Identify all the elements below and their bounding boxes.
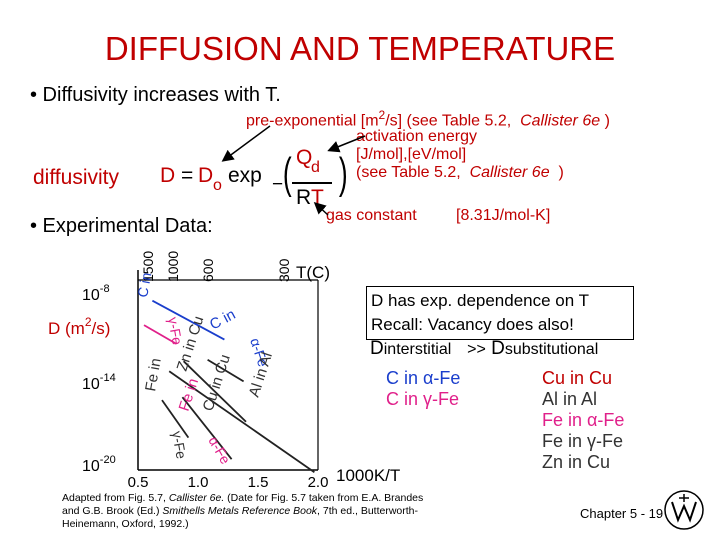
preexp-arrow: [221, 125, 271, 162]
eq-Q-subscript: d: [311, 159, 320, 176]
line-label: γ-Fe: [165, 316, 186, 347]
legend-item: Cu in Cu: [542, 368, 613, 388]
figure-caption: Adapted from Fig. 5.7, Callister 6e. (Da…: [62, 492, 424, 530]
interstitial-subscript: interstitial: [383, 341, 452, 358]
series-line: [161, 399, 190, 439]
x-tick-label: 1.0: [188, 474, 209, 491]
x-tick-label: 2.0: [308, 474, 329, 491]
line-label: Fe in: [176, 376, 202, 413]
eq-D0-subscript: o: [213, 177, 222, 194]
activation-line2: [J/mol],[eV/mol]: [356, 146, 467, 163]
series-line: [182, 360, 247, 423]
line-label: Al in Al: [246, 350, 276, 399]
bullet-experimental: • Experimental Data:: [30, 215, 213, 237]
legend-item: Fe in α-Fe: [542, 410, 625, 430]
legend-interstitial: C in α-Fe C in γ-Fe: [386, 368, 460, 410]
series-line: [143, 324, 177, 345]
activation-line3: (see Table 5.2, Callister 6e ): [356, 164, 564, 181]
preexp-text-a: pre-exponential [m: [246, 112, 379, 130]
preexp-superscript: 2: [378, 108, 386, 122]
substitutional-subscript: substitutional: [504, 341, 599, 358]
series-line: [181, 396, 233, 460]
series-layer: [143, 299, 315, 473]
line-label: Fe in: [142, 357, 165, 393]
series-line: [151, 299, 225, 341]
legend-item: Zn in Cu: [542, 452, 611, 472]
slide-title: DIFFUSION AND TEMPERATURE: [104, 30, 616, 67]
diffusivity-label: diffusivity: [33, 166, 119, 189]
eq-fraction-bar: [292, 182, 332, 184]
preexp-reference: Callister 6e: [520, 112, 601, 130]
interstitial-vs-substitutional: Dinterstitial >> Dsubstitutional: [370, 338, 599, 359]
bullet-diffusivity: • Diffusivity increases with T.: [30, 84, 281, 106]
top-tick-label: 1500: [140, 251, 156, 282]
y-tick-label: 10-14: [82, 372, 116, 393]
preexp-close: ): [604, 112, 610, 130]
dependence-note: D has exp. dependence on T Recall: Vacan…: [366, 286, 634, 340]
x-tick-label: 1.5: [248, 474, 269, 491]
chapter-label: Chapter 5 - 19: [580, 506, 664, 521]
x-axis-label: 1000K/T: [336, 466, 400, 485]
y-tick-label: 10-20: [82, 454, 116, 475]
note-line2: Recall: Vacancy does also!: [371, 315, 574, 334]
y-tick-label: 10-8: [82, 283, 110, 304]
eq-Q: Q: [296, 146, 313, 169]
preexp-annotation: pre-exponential [m2/s] (see Table 5.2, C…: [246, 108, 610, 130]
legend-item: Fe in γ-Fe: [542, 431, 624, 451]
eq-R: R: [296, 186, 312, 209]
top-tick-label: 1000: [165, 251, 181, 282]
line-label: γ-Fe: [169, 430, 190, 461]
eq-D: D: [160, 164, 176, 187]
eq-exp: exp: [228, 164, 262, 187]
legend-item: C in γ-Fe: [386, 389, 460, 409]
gas-constant-arrow: [313, 201, 329, 216]
eq-minus: −: [272, 174, 284, 195]
legend-item: Al in Al: [542, 389, 598, 409]
eq-left-paren: (: [282, 149, 292, 198]
activation-reference: Callister 6e: [469, 164, 550, 181]
top-axis-label: T(C): [296, 263, 330, 282]
series-line: [168, 370, 315, 473]
gas-constant-value: [8.31J/mol-K]: [456, 207, 551, 224]
top-tick-label: 300: [276, 258, 292, 282]
legend-item: C in α-Fe: [386, 368, 461, 388]
x-tick-label: 0.5: [128, 474, 149, 491]
activation-arrow: [327, 135, 366, 153]
activation-annotation: activation energy [J/mol],[eV/mol] (see …: [356, 128, 564, 182]
line-label: C in: [134, 271, 154, 298]
eq-equals: =: [181, 164, 194, 187]
top-tick-label: 600: [200, 258, 216, 282]
eq-right-paren: ): [338, 149, 348, 198]
activation-line1: activation energy: [356, 128, 477, 145]
eq-D0: D: [198, 164, 214, 187]
legend-substitutional: Cu in Cu Al in Al Fe in α-Fe Fe in γ-Fe …: [542, 368, 624, 473]
note-line1: D has exp. dependence on T: [371, 291, 590, 310]
university-seal-icon: [664, 490, 704, 530]
series-line: [207, 358, 245, 383]
gas-constant-label: gas constant: [326, 207, 417, 224]
y-axis-label: D (m2/s): [48, 315, 110, 338]
line-label: α-Fe: [205, 434, 234, 467]
line-label: C in: [207, 306, 239, 334]
preexp-text-b: /s] (see Table 5.2,: [385, 112, 512, 130]
